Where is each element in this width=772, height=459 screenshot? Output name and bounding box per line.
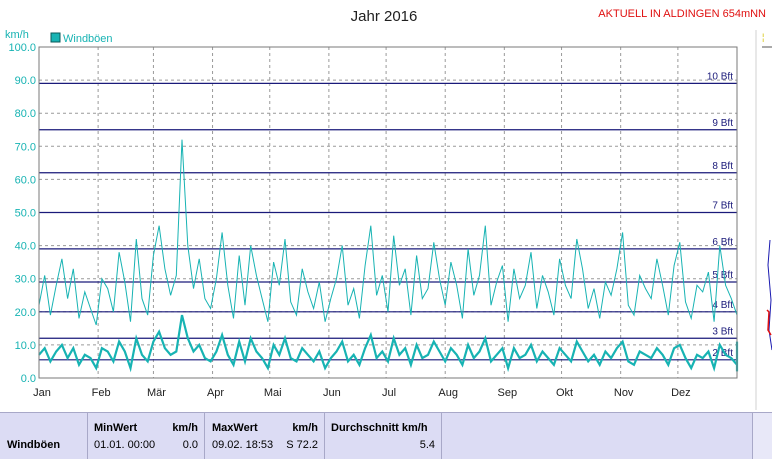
plot-frame [38, 46, 738, 379]
summary-label-cell: Windböen [0, 413, 88, 459]
y-tick-label: 90.0 [15, 75, 36, 87]
y-tick-label: 0.0 [21, 373, 36, 385]
x-tick-label: Nov [614, 387, 634, 399]
beaufort-label: 10 Bft [707, 71, 733, 82]
y-tick-labels: 0.0 10.0 20.0 30.0 40.0 50.0 60.0 70.0 80.0 90.0 1… [8, 42, 36, 385]
side-panel-mark: ¦ [762, 32, 764, 42]
x-tick-label: Okt [556, 387, 573, 399]
y-tick-label: 100.0 [8, 42, 36, 54]
min-date: 01.01. 00:00 [94, 439, 156, 451]
y-tick-label: 20.0 [15, 307, 36, 319]
min-value: 0.0 [182, 439, 198, 451]
summary-row-label: Windböen [7, 439, 61, 451]
max-value: S 72.2 [286, 439, 318, 451]
y-tick-label: 30.0 [15, 274, 36, 286]
max-cell: MaxWert km/h 09.02. 18:53 S 72.2 [205, 413, 325, 459]
beaufort-label: 9 Bft [712, 118, 733, 129]
min-unit: km/h [172, 422, 198, 434]
x-tick-label: Feb [92, 387, 111, 399]
beaufort-label: 7 Bft [712, 201, 733, 212]
y-tick-label: 40.0 [15, 241, 36, 253]
station-label: AKTUELL IN ALDINGEN 654mNN [598, 8, 766, 20]
y-tick-label: 70.0 [15, 141, 36, 153]
wind-chart: 2 Bft 3 Bft 4 Bft 5 Bft 6 Bft 7 Bft 8 Bft 9 Bft… [5, 8, 772, 410]
x-tick-label: Dez [671, 387, 691, 399]
x-tick-label: Aug [438, 387, 458, 399]
max-date: 09.02. 18:53 [212, 439, 274, 451]
beaufort-label: 3 Bft [712, 326, 733, 337]
legend-label: Windböen [63, 33, 113, 45]
max-unit: km/h [292, 422, 318, 434]
beaufort-label: 6 Bft [712, 237, 733, 248]
y-tick-label: 60.0 [15, 174, 36, 186]
x-tick-labels: Jan Feb Mär Apr Mai Jun Jul Aug Sep Okt Nov Dez [33, 387, 691, 399]
x-tick-label: Jul [382, 387, 396, 399]
x-tick-label: Mai [264, 387, 282, 399]
avg-value: 5.4 [419, 439, 435, 451]
beaufort-label: 8 Bft [712, 161, 733, 172]
max-header: MaxWert [212, 422, 258, 434]
side-panel-trace-blue [767, 239, 772, 351]
side-scroll-cell [752, 413, 772, 459]
x-tick-label: Jan [33, 387, 51, 399]
beaufort-lines: 2 Bft 3 Bft 4 Bft 5 Bft 6 Bft 7 Bft 8 Bft 9 Bft… [39, 71, 737, 361]
avg-cell: Durchschnitt km/h 5.4 [325, 413, 442, 459]
beaufort-label: 5 Bft [712, 270, 733, 281]
y-tick-label: 10.0 [15, 340, 36, 352]
min-cell: MinWert km/h 01.01. 00:00 0.0 [88, 413, 205, 459]
legend-swatch [50, 32, 61, 43]
chart-title: Jahr 2016 [351, 8, 418, 25]
x-tick-label: Apr [207, 387, 224, 399]
beaufort-label: 2 Bft [712, 348, 733, 359]
x-tick-label: Mär [147, 387, 166, 399]
x-tick-label: Jun [323, 387, 341, 399]
beaufort-label: 4 Bft [712, 300, 733, 311]
avg-header: Durchschnitt km/h [331, 422, 428, 434]
side-panel-trace-red [766, 309, 772, 336]
y-tick-label: 50.0 [15, 208, 36, 220]
summary-panel: Windböen MinWert km/h 01.01. 00:00 0.0 M… [0, 412, 772, 459]
y-tick-label: 80.0 [15, 108, 36, 120]
x-tick-label: Sep [498, 387, 518, 399]
min-header: MinWert [94, 422, 138, 434]
y-axis-label: km/h [5, 29, 29, 41]
